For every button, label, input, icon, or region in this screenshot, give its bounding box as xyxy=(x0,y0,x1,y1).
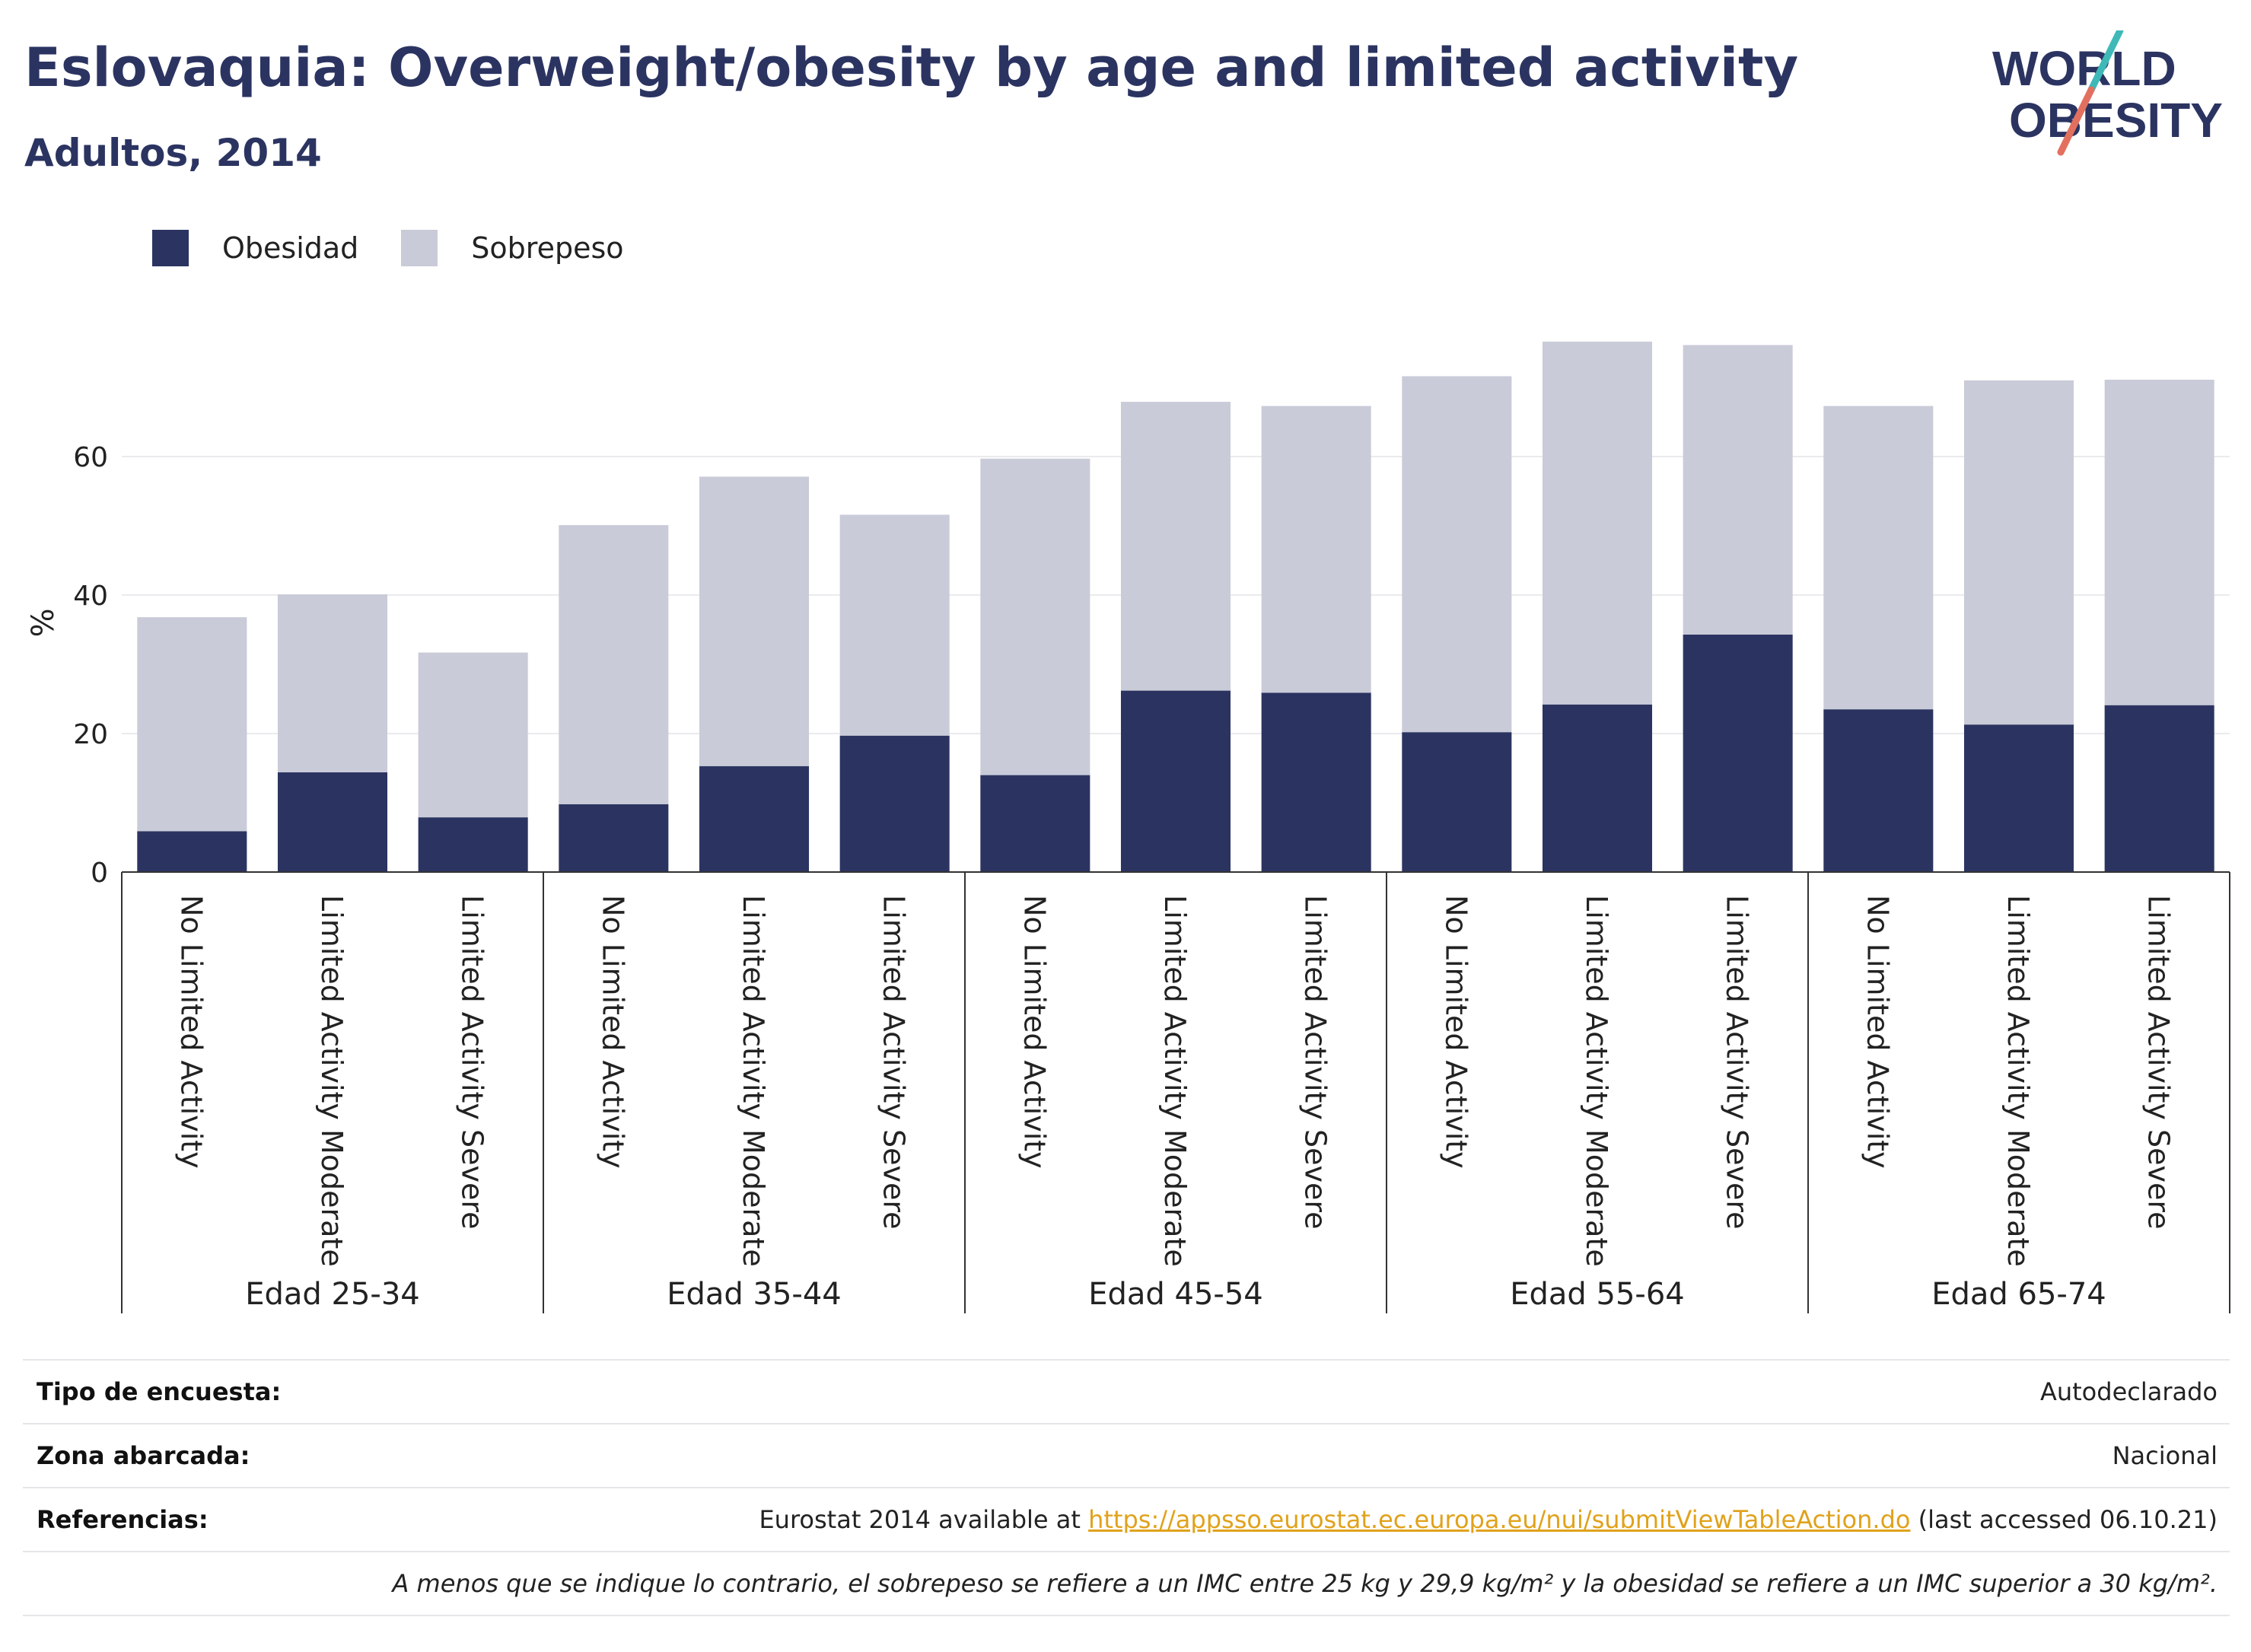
x-category-label: No Limited Activity xyxy=(1017,895,1051,1169)
meta-row-survey: Tipo de encuesta: Autodeclarado xyxy=(23,1359,2230,1423)
bar-obesidad xyxy=(1963,724,2074,872)
page-subtitle: Adultos, 2014 xyxy=(24,131,322,175)
x-category-label: No Limited Activity xyxy=(1439,895,1473,1169)
x-group-label: Edad 65-74 xyxy=(1931,1277,2106,1312)
logo-line-1: WORLD xyxy=(1992,41,2176,96)
x-category-label: Limited Activity Moderate xyxy=(737,895,770,1267)
bar-obesidad xyxy=(1402,732,1512,872)
chart-legend: Obesidad Sobrepeso xyxy=(152,225,667,271)
world-obesity-logo: WORLD OBESITY xyxy=(1992,30,2223,156)
legend-label-sobrepeso: Sobrepeso xyxy=(471,231,624,265)
bar-sobrepeso xyxy=(1542,341,1653,705)
bar-obesidad xyxy=(559,804,669,872)
bar-sobrepeso xyxy=(277,594,388,772)
bar-obesidad xyxy=(839,735,950,872)
legend-label-obesidad: Obesidad xyxy=(222,231,359,265)
bar-obesidad xyxy=(699,766,810,872)
logo-slash-coral xyxy=(2057,86,2095,156)
bar-obesidad xyxy=(1542,704,1653,872)
x-category-label: Limited Activity Moderate xyxy=(1158,895,1192,1267)
x-group-label: Edad 55-64 xyxy=(1510,1277,1685,1312)
y-tick-label: 0 xyxy=(91,858,108,889)
logo-slash-teal xyxy=(2087,30,2124,94)
logo-line-2: OBESITY xyxy=(2009,93,2223,148)
meta-refs-value: Eurostat 2014 available at https://appss… xyxy=(759,1505,2230,1534)
bar-sobrepeso xyxy=(1261,406,1371,693)
page-title: Eslovaquia: Overweight/obesity by age an… xyxy=(24,37,1799,99)
x-category-label: No Limited Activity xyxy=(596,895,629,1169)
x-category-label: Limited Activity Moderate xyxy=(1580,895,1613,1267)
x-group-label: Edad 35-44 xyxy=(667,1277,842,1312)
meta-row-references: Referencias: Eurostat 2014 available at … xyxy=(23,1487,2230,1551)
bar-obesidad xyxy=(2104,705,2214,872)
bar-sobrepeso xyxy=(559,525,669,804)
bar-sobrepeso xyxy=(418,652,528,818)
x-group-label: Edad 45-54 xyxy=(1088,1277,1263,1312)
meta-refs-suffix: (last accessed 06.10.21) xyxy=(1910,1505,2218,1534)
legend-swatch-obesidad xyxy=(152,230,189,266)
x-category-label: Limited Activity Severe xyxy=(2142,895,2176,1230)
y-tick-label: 40 xyxy=(73,581,108,612)
x-category-label: Limited Activity Moderate xyxy=(2001,895,2035,1267)
bar-obesidad xyxy=(1683,634,1793,872)
bar-obesidad xyxy=(1823,709,1934,872)
metadata-table: Tipo de encuesta: Autodeclarado Zona aba… xyxy=(23,1359,2230,1616)
meta-area-value: Nacional xyxy=(2112,1441,2218,1470)
y-tick-label: 20 xyxy=(73,719,108,750)
x-category-label: Limited Activity Severe xyxy=(1299,895,1332,1230)
bar-sobrepeso xyxy=(839,514,950,736)
bar-sobrepeso xyxy=(1402,376,1512,733)
meta-survey-value: Autodeclarado xyxy=(2039,1377,2218,1406)
legend-item-sobrepeso[interactable]: Sobrepeso xyxy=(401,230,624,266)
stacked-bar-chart: 0 20 40 60% No Limited Activity Limited Activ… xyxy=(26,341,2230,1313)
bar-sobrepeso xyxy=(137,617,247,832)
meta-refs-label: Referencias: xyxy=(37,1505,209,1534)
x-category-label: No Limited Activity xyxy=(1861,895,1894,1169)
bar-obesidad xyxy=(1261,692,1371,872)
bar-sobrepeso xyxy=(1823,406,1934,710)
bar-obesidad xyxy=(137,831,247,872)
eurostat-link[interactable]: https://appsso.eurostat.ec.europa.eu/nui… xyxy=(1088,1505,1911,1534)
x-category-label: Limited Activity Severe xyxy=(456,895,489,1230)
meta-area-label: Zona abarcada: xyxy=(37,1441,250,1470)
bar-sobrepeso xyxy=(1120,402,1231,691)
x-category-label: No Limited Activity xyxy=(174,895,208,1169)
x-category-label: Limited Activity Severe xyxy=(1721,895,1754,1230)
x-group-label: Edad 25-34 xyxy=(245,1277,420,1312)
legend-swatch-sobrepeso xyxy=(401,230,438,266)
bar-sobrepeso xyxy=(1683,345,1793,635)
bar-sobrepeso xyxy=(699,476,810,766)
y-tick-label: 60 xyxy=(73,442,108,473)
meta-note: A menos que se indique lo contrario, el … xyxy=(392,1569,2218,1598)
bar-obesidad xyxy=(980,775,1090,872)
meta-row-area: Zona abarcada: Nacional xyxy=(23,1423,2230,1487)
bar-sobrepeso xyxy=(2104,379,2214,705)
meta-row-note: A menos que se indique lo contrario, el … xyxy=(23,1551,2230,1616)
bar-sobrepeso xyxy=(980,458,1090,775)
bar-obesidad xyxy=(1120,690,1231,872)
bar-obesidad xyxy=(277,772,388,872)
meta-refs-prefix: Eurostat 2014 available at xyxy=(759,1505,1089,1534)
x-category-label: Limited Activity Moderate xyxy=(315,895,349,1267)
y-axis-label: % xyxy=(26,608,61,637)
x-category-label: Limited Activity Severe xyxy=(877,895,911,1230)
meta-survey-label: Tipo de encuesta: xyxy=(37,1377,282,1406)
bar-obesidad xyxy=(418,817,528,872)
legend-item-obesidad[interactable]: Obesidad xyxy=(152,230,358,266)
bar-sobrepeso xyxy=(1963,380,2074,725)
